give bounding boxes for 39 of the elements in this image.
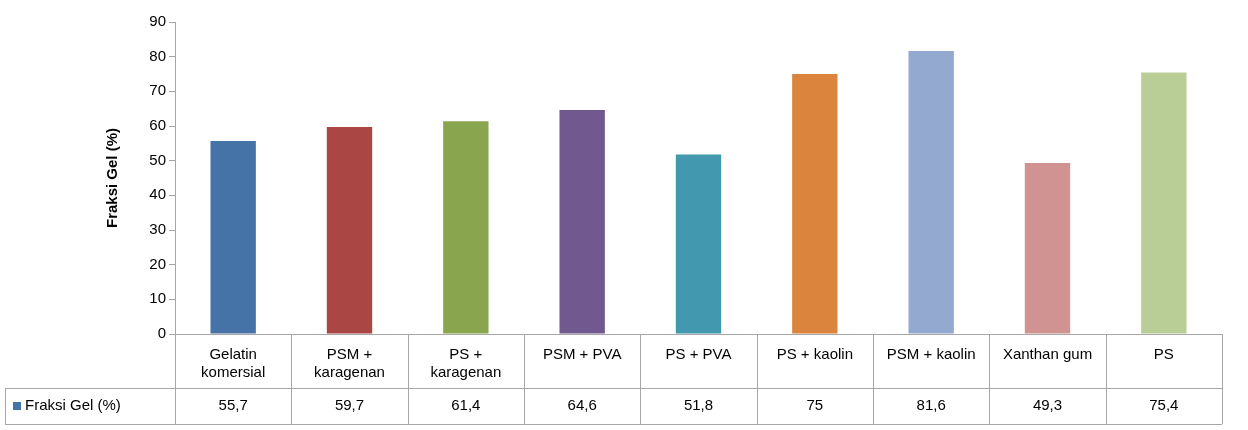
y-axis-title: Fraksi Gel (%)	[103, 127, 121, 229]
x-tick-label: PS	[1153, 345, 1174, 363]
y-tick-label: 30	[149, 220, 166, 238]
y-tick-label: 50	[149, 150, 166, 168]
y-tick-label: 40	[149, 185, 166, 203]
bar	[792, 74, 838, 334]
x-tick-label: PS + karagenan	[430, 345, 502, 381]
bar	[559, 110, 605, 334]
y-tick-label: 20	[149, 254, 166, 272]
legend-label: Fraksi Gel (%)	[25, 396, 121, 414]
bar	[443, 121, 489, 334]
data-label: 51,8	[683, 396, 714, 414]
x-tick-label: PSM + karagenan	[314, 345, 385, 381]
x-tick-label: PSM + PVA	[542, 345, 622, 363]
data-label: 61,4	[451, 396, 481, 414]
x-tick-label: PS + PVA	[665, 345, 732, 363]
y-tick-label: 70	[149, 81, 166, 99]
x-tick-label: Gelatin komersial	[201, 345, 266, 381]
x-tick-label: PSM + kaolin	[886, 345, 976, 363]
x-tick-label: Xanthan gum	[1002, 345, 1093, 363]
data-label: 75,4	[1149, 396, 1179, 414]
y-tick-label: 90	[149, 12, 166, 30]
data-label: 75	[806, 396, 824, 414]
y-tick-label: 10	[149, 289, 166, 307]
data-label: 49,3	[1032, 396, 1063, 414]
bar	[908, 51, 954, 334]
bar	[675, 154, 722, 334]
data-label: 64,6	[567, 396, 597, 414]
bar	[1141, 72, 1187, 334]
x-tick-label: PS + kaolin	[776, 345, 853, 363]
bar	[326, 127, 373, 334]
y-tick-label: 0	[157, 324, 166, 342]
bar	[210, 140, 256, 334]
y-tick-label: 80	[149, 46, 166, 64]
data-label: 55,7	[218, 396, 248, 414]
bar	[1024, 163, 1071, 334]
y-tick-label: 60	[149, 116, 166, 134]
data-label: 59,7	[334, 396, 365, 414]
data-label: 81,6	[916, 396, 946, 414]
